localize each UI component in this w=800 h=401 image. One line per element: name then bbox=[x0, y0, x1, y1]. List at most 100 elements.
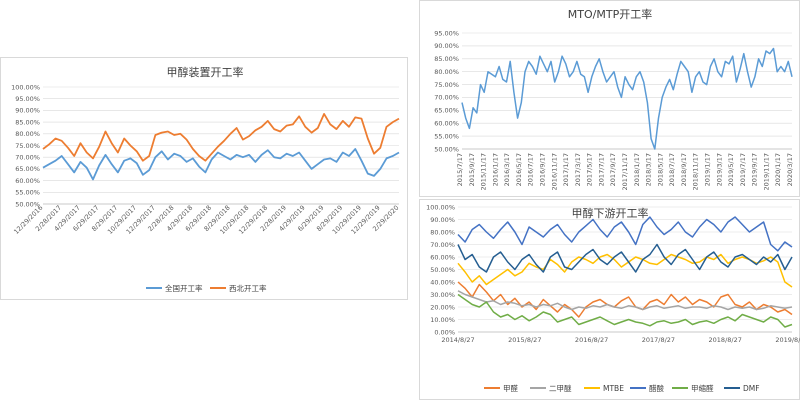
x-tick-label: 2019/5/17 bbox=[727, 153, 735, 186]
y-tick-label: 100.00% bbox=[11, 83, 40, 91]
x-tick-label: 2016/5/17 bbox=[515, 153, 523, 186]
series-line-2 bbox=[457, 253, 793, 288]
gridlines bbox=[458, 206, 792, 333]
chart-title: MTO/MTP开工率 bbox=[568, 7, 652, 21]
x-tick-label: 2017/3/17 bbox=[574, 153, 582, 186]
y-axis-ticks: 50.00% 55.00% 60.00% 65.00% 70.00% 75.00% 80.0… bbox=[11, 83, 40, 208]
x-tick-label: 2018/5/17 bbox=[656, 153, 664, 186]
y-tick-label: 55.00% bbox=[15, 189, 40, 197]
y-tick-label: 90.00% bbox=[434, 42, 459, 50]
y-tick-label: 85.00% bbox=[434, 55, 459, 63]
x-tick-label: 2016/1/17 bbox=[491, 153, 499, 186]
chart-mto-mtp-svg: MTO/MTP开工率 50.00% 55.00% 60.00% 65.00% 70.00… bbox=[434, 7, 794, 190]
gridlines bbox=[43, 86, 399, 205]
x-tick-label: 2020/1/17 bbox=[774, 153, 782, 186]
y-tick-label: 100.00% bbox=[426, 203, 455, 211]
chart-panel-methanol-downstream: 甲醇下游开工率 0.00% 10.00% 20.00% 30.00% 40.00% 50.… bbox=[419, 199, 800, 400]
x-tick-label: 2018/1/17 bbox=[633, 153, 641, 186]
series-line-0 bbox=[457, 281, 793, 318]
series-line-0 bbox=[42, 148, 400, 181]
x-tick-label: 2015/8/27 bbox=[508, 336, 541, 344]
legend-label-2: MTBE bbox=[603, 384, 624, 393]
y-tick-label: 80.00% bbox=[430, 228, 455, 236]
x-tick-label: 2019/1/17 bbox=[704, 153, 712, 186]
chart-methanol-downstream-svg: 甲醇下游开工率 0.00% 10.00% 20.00% 30.00% 40.00% 50.… bbox=[426, 203, 800, 393]
y-tick-label: 90.00% bbox=[15, 107, 40, 115]
x-tick-label: 2019/3/17 bbox=[715, 153, 723, 186]
series-line-5 bbox=[457, 243, 793, 273]
x-tick-label: 2018/9/17 bbox=[680, 153, 688, 186]
x-tick-label: 2019/11/17 bbox=[762, 153, 770, 190]
series-line-0 bbox=[461, 47, 793, 150]
y-tick-label: 50.00% bbox=[434, 145, 459, 153]
legend-label-1: 二甲醚 bbox=[549, 383, 572, 393]
x-tick-label: 2017/7/17 bbox=[597, 153, 605, 186]
series-line-4 bbox=[457, 293, 793, 328]
series-line-3 bbox=[457, 216, 793, 252]
y-axis-ticks: 0.00% 10.00% 20.00% 30.00% 40.00% 50.00% 60.00… bbox=[426, 203, 455, 336]
chart-title: 甲醇装置开工率 bbox=[167, 65, 244, 79]
y-tick-label: 95.00% bbox=[434, 29, 459, 37]
y-tick-label: 70.00% bbox=[15, 154, 40, 162]
gridlines bbox=[462, 32, 792, 150]
y-tick-label: 20.00% bbox=[430, 303, 455, 311]
chart-methanol-plant-svg: 甲醇装置开工率 50.00% 55.00% 60.00% 65.00% 70.00% 75… bbox=[11, 65, 400, 293]
y-tick-label: 10.00% bbox=[430, 316, 455, 324]
x-tick-label: 2016/7/17 bbox=[527, 153, 535, 186]
y-tick-label: 50.00% bbox=[15, 200, 40, 208]
x-tick-label: 2017/11/17 bbox=[621, 153, 629, 190]
y-tick-label: 40.00% bbox=[430, 278, 455, 286]
y-tick-label: 65.00% bbox=[15, 165, 40, 173]
legend-label-0: 全国开工率 bbox=[165, 283, 203, 293]
series-line-1 bbox=[42, 113, 400, 162]
x-axis-ticks: 2014/8/27 2015/8/27 2016/8/27 2017/8/27 2018… bbox=[441, 336, 800, 344]
x-tick-label: 2019/7/17 bbox=[739, 153, 747, 186]
y-tick-label: 85.00% bbox=[15, 118, 40, 126]
x-tick-label: 2015/7/17 bbox=[456, 153, 464, 186]
x-tick-label: 2019/9/17 bbox=[751, 153, 759, 186]
y-tick-label: 30.00% bbox=[430, 291, 455, 299]
x-tick-label: 2018/3/17 bbox=[645, 153, 653, 186]
x-axis-ticks: 2015/7/17 2015/9/17 2015/11/17 2016/1/17 201… bbox=[456, 153, 794, 190]
legend: 甲醛 二甲醚 MTBE 醋酸 甲缩醛 DMF bbox=[484, 383, 760, 393]
x-tick-label: 2016/11/17 bbox=[550, 153, 558, 190]
legend-label-1: 西北开工率 bbox=[229, 283, 267, 293]
legend: 全国开工率 西北开工率 bbox=[146, 283, 267, 293]
series-line-1 bbox=[457, 290, 793, 311]
y-tick-label: 55.00% bbox=[434, 132, 459, 140]
y-tick-label: 65.00% bbox=[434, 107, 459, 115]
y-tick-label: 75.00% bbox=[434, 81, 459, 89]
series-lines bbox=[42, 113, 400, 181]
x-tick-label: 2018/11/17 bbox=[692, 153, 700, 190]
y-tick-label: 80.00% bbox=[15, 130, 40, 138]
x-tick-label: 2015/11/17 bbox=[480, 153, 488, 190]
y-tick-label: 80.00% bbox=[434, 68, 459, 76]
y-tick-label: 50.00% bbox=[430, 266, 455, 274]
chart-panel-mto-mtp: MTO/MTP开工率 50.00% 55.00% 60.00% 65.00% 70.00… bbox=[419, 0, 800, 197]
y-tick-label: 60.00% bbox=[430, 253, 455, 261]
y-tick-label: 60.00% bbox=[15, 177, 40, 185]
x-tick-label: 2016/8/27 bbox=[575, 336, 608, 344]
chart-title: 甲醇下游开工率 bbox=[572, 206, 649, 220]
x-tick-label: 2015/9/17 bbox=[468, 153, 476, 186]
y-tick-label: 60.00% bbox=[434, 120, 459, 128]
chart-panel-methanol-plant: 甲醇装置开工率 50.00% 55.00% 60.00% 65.00% 70.00% 75… bbox=[0, 57, 408, 300]
y-tick-label: 90.00% bbox=[430, 216, 455, 224]
x-tick-label: 2019/8/27 bbox=[775, 336, 800, 344]
legend-label-3: 醋酸 bbox=[649, 383, 664, 393]
x-tick-label: 2017/8/27 bbox=[642, 336, 675, 344]
y-tick-label: 75.00% bbox=[15, 142, 40, 150]
x-tick-label: 2017/5/17 bbox=[586, 153, 594, 186]
y-tick-label: 95.00% bbox=[15, 95, 40, 103]
x-tick-label: 2020/3/17 bbox=[786, 153, 794, 186]
legend-label-5: DMF bbox=[743, 384, 760, 393]
x-tick-label: 2016/3/17 bbox=[503, 153, 511, 186]
series-lines bbox=[457, 216, 793, 328]
y-tick-label: 70.00% bbox=[430, 241, 455, 249]
y-tick-label: 0.00% bbox=[434, 328, 455, 336]
y-axis-ticks: 50.00% 55.00% 60.00% 65.00% 70.00% 75.00% 80.0… bbox=[434, 29, 459, 153]
x-tick-label: 2018/7/17 bbox=[668, 153, 676, 186]
x-tick-label: 2017/1/17 bbox=[562, 153, 570, 186]
x-tick-label: 2014/8/27 bbox=[441, 336, 474, 344]
series-lines bbox=[461, 47, 793, 150]
